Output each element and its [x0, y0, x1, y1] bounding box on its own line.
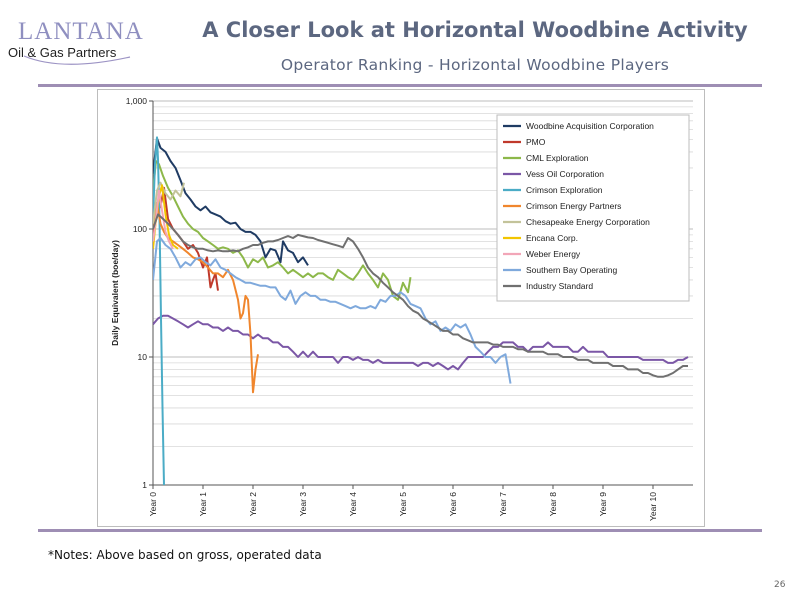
- logo-swoosh-icon: [23, 55, 131, 65]
- slide-title: A Closer Look at Horizontal Woodbine Act…: [202, 18, 748, 42]
- legend-label-encana-corp: Encana Corp.: [526, 233, 578, 243]
- logo-tagline: Oil & Gas Partners: [8, 45, 117, 60]
- x-tick-label: Year 0: [148, 492, 158, 517]
- legend-label-pmo: PMO: [526, 137, 546, 147]
- x-tick-label: Year 5: [398, 492, 408, 517]
- footnote: *Notes: Above based on gross, operated d…: [48, 548, 322, 562]
- footer-divider: [38, 529, 762, 532]
- x-tick-label: Year 9: [598, 492, 608, 517]
- x-tick-label: Year 10: [648, 492, 658, 521]
- series-line-vess-oil-corporation: [153, 314, 689, 371]
- x-tick-label: Year 1: [198, 492, 208, 517]
- legend-label-vess-oil-corporation: Vess Oil Corporation: [526, 169, 604, 179]
- series-line-woodbine-acquisition-corporation: [153, 137, 309, 266]
- legend-label-southern-bay-operating: Southern Bay Operating: [526, 265, 617, 275]
- series-line-industry-standard: [153, 213, 688, 378]
- x-tick-label: Year 4: [348, 492, 358, 517]
- x-tick-label: Year 3: [298, 492, 308, 517]
- x-tick-label: Year 2: [248, 492, 258, 517]
- legend-label-woodbine-acquisition-corporation: Woodbine Acquisition Corporation: [526, 121, 654, 131]
- x-tick-label: Year 7: [498, 492, 508, 517]
- page-number: 26: [774, 580, 786, 590]
- legend-label-cml-exploration: CML Exploration: [526, 153, 589, 163]
- series-line-southern-bay-operating: [153, 237, 512, 384]
- legend-label-industry-standard: Industry Standard: [526, 281, 593, 291]
- legend-label-crimson-exploration: Crimson Exploration: [526, 185, 603, 195]
- y-tick-label: 10: [138, 352, 148, 362]
- y-axis-title: Daily Equivalent (boe/day): [110, 240, 120, 346]
- y-tick-label: 1: [142, 480, 147, 490]
- chart-legend: [496, 114, 690, 302]
- legend-label-weber-energy: Weber Energy: [526, 249, 581, 259]
- x-tick-label: Year 6: [448, 492, 458, 517]
- header-divider: [38, 84, 762, 87]
- series-line-cml-exploration: [153, 160, 412, 301]
- slide-subtitle: Operator Ranking - Horizontal Woodbine P…: [280, 56, 670, 74]
- production-chart: 1 10 100 1,000 Year 0 Year 1 Year 2 Year 3 Year …: [97, 89, 705, 527]
- legend-label-crimson-energy-partners: Crimson Energy Partners: [526, 201, 621, 211]
- x-tick-label: Year 8: [548, 492, 558, 517]
- y-tick-label: 1,000: [126, 96, 148, 106]
- series-line-chesapeake-energy-corporation: [153, 181, 185, 224]
- company-logo: LANTANA Oil & Gas Partners: [6, 18, 143, 70]
- logo-wordmark: LANTANA: [18, 18, 144, 45]
- series-line-crimson-exploration: [153, 136, 165, 485]
- y-tick-label: 100: [133, 224, 147, 234]
- legend-label-chesapeake-energy-corporation: Chesapeake Energy Corporation: [526, 217, 650, 227]
